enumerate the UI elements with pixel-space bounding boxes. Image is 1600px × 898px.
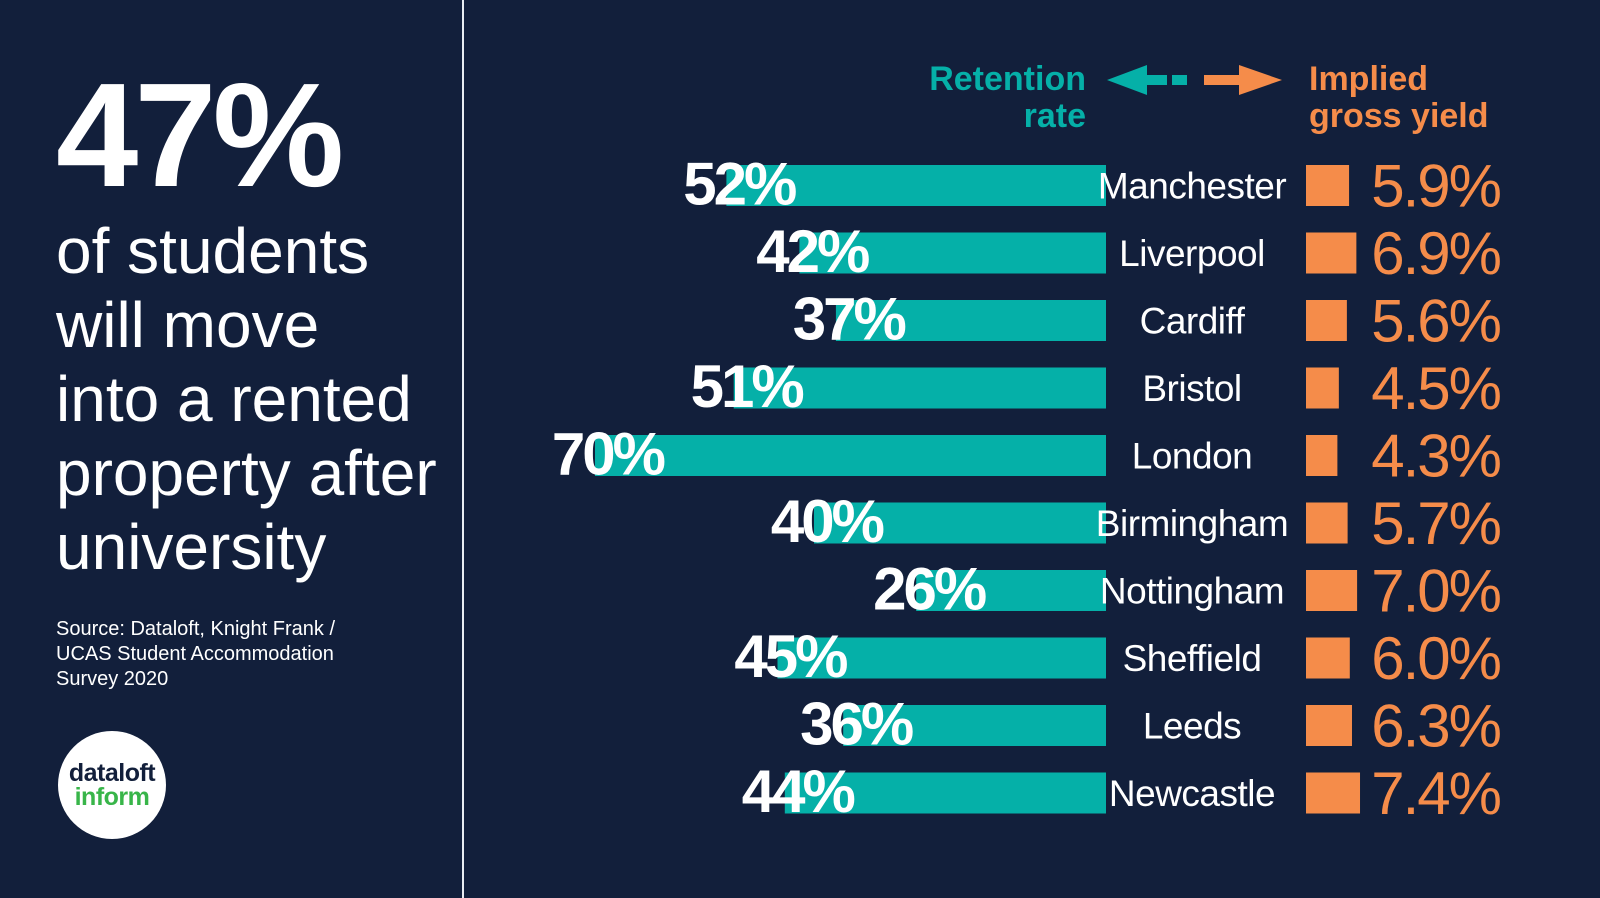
retention-label: 51% bbox=[691, 353, 804, 420]
retention-bar bbox=[777, 637, 1106, 679]
retention-label: 37% bbox=[793, 286, 906, 353]
headline-text: of students will move into a rented prop… bbox=[56, 214, 456, 584]
headline-stat: 47% bbox=[56, 53, 344, 218]
source-line: UCAS Student Accommodation bbox=[56, 643, 334, 665]
arrow-right-shaft bbox=[1204, 75, 1239, 85]
city-label: Birmingham bbox=[1096, 503, 1288, 544]
source-note: Source: Dataloft, Knight Frank / UCAS St… bbox=[56, 617, 376, 692]
retention-bar bbox=[733, 367, 1106, 409]
yield-bar bbox=[1306, 637, 1350, 679]
dataloft-inform-logo: dataloft inform bbox=[58, 731, 166, 839]
headline-line: property after bbox=[56, 437, 437, 509]
yield-bar bbox=[1306, 502, 1348, 544]
city-label: Nottingham bbox=[1100, 571, 1284, 612]
source-line: Survey 2020 bbox=[56, 668, 169, 690]
yield-bar bbox=[1306, 165, 1350, 206]
city-label: Newcastle bbox=[1109, 773, 1275, 814]
yield-label: 4.3% bbox=[1371, 423, 1500, 490]
logo-text-top: dataloft bbox=[68, 759, 156, 787]
retention-label: 70% bbox=[552, 421, 665, 488]
retention-label: 40% bbox=[771, 488, 884, 555]
yield-label: 6.0% bbox=[1371, 625, 1500, 692]
headline-line: into a rented bbox=[56, 363, 412, 435]
retention-label: 45% bbox=[734, 623, 847, 690]
summary-panel: 47% of students will move into a rented … bbox=[0, 0, 462, 898]
yield-bar bbox=[1306, 367, 1339, 409]
yield-label: 6.3% bbox=[1371, 693, 1500, 760]
arrow-left-dash bbox=[1172, 75, 1187, 85]
city-label: Sheffield bbox=[1123, 638, 1262, 679]
retention-label: 36% bbox=[800, 691, 913, 758]
retention-bar bbox=[835, 300, 1106, 341]
arrow-left-icon bbox=[1107, 65, 1147, 95]
retention-bar bbox=[916, 570, 1106, 611]
headline-line: university bbox=[56, 511, 327, 583]
yield-label: 6.9% bbox=[1371, 220, 1500, 287]
retention-bar bbox=[595, 435, 1106, 476]
city-label: Cardiff bbox=[1140, 301, 1246, 342]
retention-bar bbox=[799, 232, 1106, 274]
yield-label: 5.7% bbox=[1371, 490, 1500, 557]
retention-bar bbox=[784, 772, 1106, 814]
yield-label: 7.4% bbox=[1371, 760, 1500, 827]
retention-label: 42% bbox=[756, 218, 869, 285]
yield-bar bbox=[1306, 300, 1347, 341]
city-label: Bristol bbox=[1142, 368, 1241, 409]
city-label: Manchester bbox=[1098, 166, 1286, 207]
headline-line: will move bbox=[56, 289, 320, 361]
yield-label: 7.0% bbox=[1371, 558, 1500, 625]
yield-bar bbox=[1306, 435, 1338, 476]
arrow-right-icon bbox=[1239, 65, 1282, 95]
city-label: London bbox=[1132, 436, 1252, 477]
city-label: Leeds bbox=[1143, 706, 1241, 747]
retention-bar bbox=[726, 165, 1106, 206]
retention-header: Retention bbox=[929, 60, 1086, 98]
yield-label: 5.6% bbox=[1371, 288, 1500, 355]
city-label: Liverpool bbox=[1119, 233, 1265, 274]
headline-line: of students bbox=[56, 215, 370, 287]
yield-bar bbox=[1306, 232, 1357, 274]
retention-bar bbox=[843, 705, 1106, 746]
retention-label: 52% bbox=[683, 151, 796, 218]
arrow-left-shaft bbox=[1147, 75, 1167, 85]
yield-label: 4.5% bbox=[1371, 355, 1500, 422]
yield-header: gross yield bbox=[1309, 97, 1489, 135]
yield-bar bbox=[1306, 772, 1361, 814]
retention-label: 44% bbox=[742, 758, 855, 825]
retention-bar bbox=[814, 502, 1106, 544]
yield-header: Implied bbox=[1309, 60, 1428, 98]
retention-label: 26% bbox=[873, 556, 986, 623]
source-line: Source: Dataloft, Knight Frank / bbox=[56, 618, 336, 640]
yield-bar bbox=[1306, 570, 1358, 611]
retention-header: rate bbox=[1024, 97, 1086, 135]
panel-divider bbox=[462, 0, 464, 898]
yield-label: 5.9% bbox=[1371, 153, 1500, 220]
logo-text-bottom: inform bbox=[74, 783, 150, 811]
yield-bar bbox=[1306, 705, 1352, 746]
